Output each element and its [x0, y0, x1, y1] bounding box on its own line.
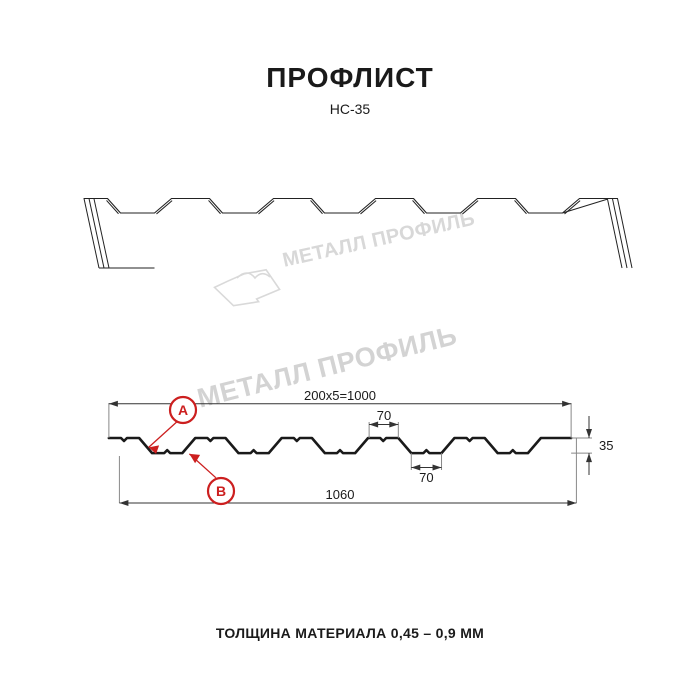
svg-text:70: 70	[419, 470, 433, 485]
svg-text:35: 35	[599, 438, 613, 453]
svg-text:200x5=1000: 200x5=1000	[304, 388, 376, 403]
svg-text:70: 70	[377, 408, 391, 423]
svg-text:A: A	[178, 402, 188, 418]
svg-text:1060: 1060	[326, 487, 355, 502]
svg-text:B: B	[216, 483, 226, 499]
